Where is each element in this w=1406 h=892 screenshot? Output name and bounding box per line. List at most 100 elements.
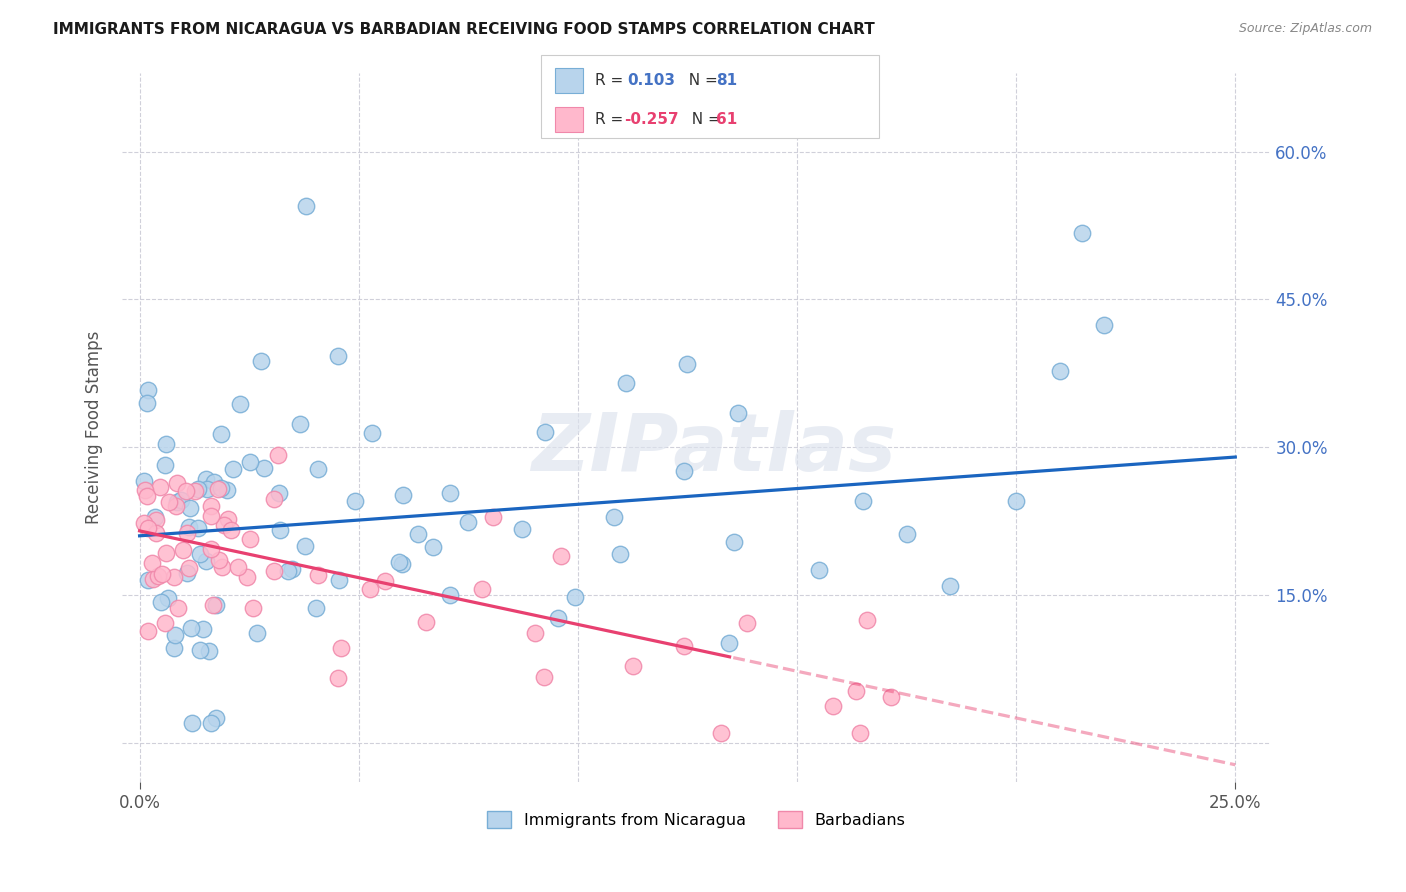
Point — [202, 475, 225, 489]
Point — [215, 483, 238, 498]
Text: Source: ZipAtlas.com: Source: ZipAtlas.com — [1239, 22, 1372, 36]
Point — [344, 494, 367, 508]
Point — [179, 501, 201, 516]
Point — [1092, 318, 1115, 333]
Text: 81: 81 — [716, 72, 737, 87]
Point — [195, 482, 218, 496]
Point — [153, 615, 176, 630]
Point — [183, 483, 205, 498]
Point — [457, 516, 479, 530]
Point — [155, 436, 177, 450]
Point — [359, 582, 381, 596]
Point — [849, 725, 872, 739]
Point — [136, 489, 159, 503]
Point — [672, 464, 695, 478]
Point — [145, 526, 167, 541]
Point — [157, 591, 180, 605]
Point — [328, 573, 350, 587]
Point — [155, 546, 177, 560]
Point — [361, 425, 384, 440]
Point — [201, 598, 224, 612]
Point — [550, 549, 572, 563]
Point — [200, 508, 222, 523]
Point — [136, 521, 159, 535]
Point — [328, 349, 350, 363]
Text: 61: 61 — [716, 112, 737, 127]
Point — [263, 492, 285, 507]
Point — [209, 426, 232, 441]
Point — [263, 564, 285, 578]
Point — [821, 698, 844, 713]
Point — [149, 480, 172, 494]
Point — [727, 406, 749, 420]
Point — [239, 532, 262, 546]
Point — [136, 384, 159, 398]
Point — [307, 461, 329, 475]
Text: N =: N = — [679, 72, 723, 87]
Point — [304, 601, 326, 615]
Point — [174, 483, 197, 498]
Text: -0.257: -0.257 — [624, 112, 679, 127]
Point — [621, 659, 644, 673]
Point — [136, 395, 159, 409]
Point — [267, 448, 290, 462]
Point — [191, 622, 214, 636]
Point — [439, 485, 461, 500]
Point — [142, 572, 165, 586]
Point — [200, 541, 222, 556]
Point — [132, 474, 155, 488]
Point — [280, 562, 302, 576]
Point — [163, 569, 186, 583]
Point — [845, 683, 868, 698]
Point — [481, 510, 503, 524]
Point — [1070, 226, 1092, 240]
Point — [471, 582, 494, 597]
Point — [735, 615, 758, 630]
Point — [181, 715, 204, 730]
Point — [222, 462, 245, 476]
Point — [880, 690, 903, 704]
Point — [307, 568, 329, 582]
Point — [246, 625, 269, 640]
Point — [672, 639, 695, 653]
Point — [603, 510, 626, 524]
Point — [295, 199, 318, 213]
Point — [146, 569, 169, 583]
Legend: Immigrants from Nicaragua, Barbadians: Immigrants from Nicaragua, Barbadians — [481, 805, 911, 834]
Point — [166, 476, 188, 491]
Point — [187, 483, 209, 497]
Point — [163, 640, 186, 655]
Point — [614, 376, 637, 391]
Point — [179, 520, 201, 534]
Point — [269, 523, 291, 537]
Point — [141, 556, 163, 570]
Point — [204, 711, 226, 725]
Point — [166, 600, 188, 615]
Point — [176, 526, 198, 541]
Point — [723, 535, 745, 549]
Point — [145, 514, 167, 528]
Point — [564, 590, 586, 604]
Text: N =: N = — [682, 112, 725, 127]
Text: IMMIGRANTS FROM NICARAGUA VS BARBADIAN RECEIVING FOOD STAMPS CORRELATION CHART: IMMIGRANTS FROM NICARAGUA VS BARBADIAN R… — [53, 22, 875, 37]
Point — [194, 554, 217, 568]
Point — [165, 499, 187, 513]
Point — [718, 636, 741, 650]
Point — [180, 621, 202, 635]
Text: R =: R = — [595, 112, 628, 127]
Y-axis label: Receiving Food Stamps: Receiving Food Stamps — [86, 331, 103, 524]
Point — [533, 670, 555, 684]
Point — [406, 527, 429, 541]
Point — [136, 573, 159, 587]
Point — [209, 481, 232, 495]
Point — [510, 522, 533, 536]
Point — [807, 563, 830, 577]
Point — [204, 598, 226, 612]
Point — [176, 566, 198, 580]
Point — [422, 540, 444, 554]
Point — [253, 461, 276, 475]
Point — [150, 595, 173, 609]
Point — [200, 715, 222, 730]
Point — [226, 560, 249, 574]
Point — [194, 471, 217, 485]
